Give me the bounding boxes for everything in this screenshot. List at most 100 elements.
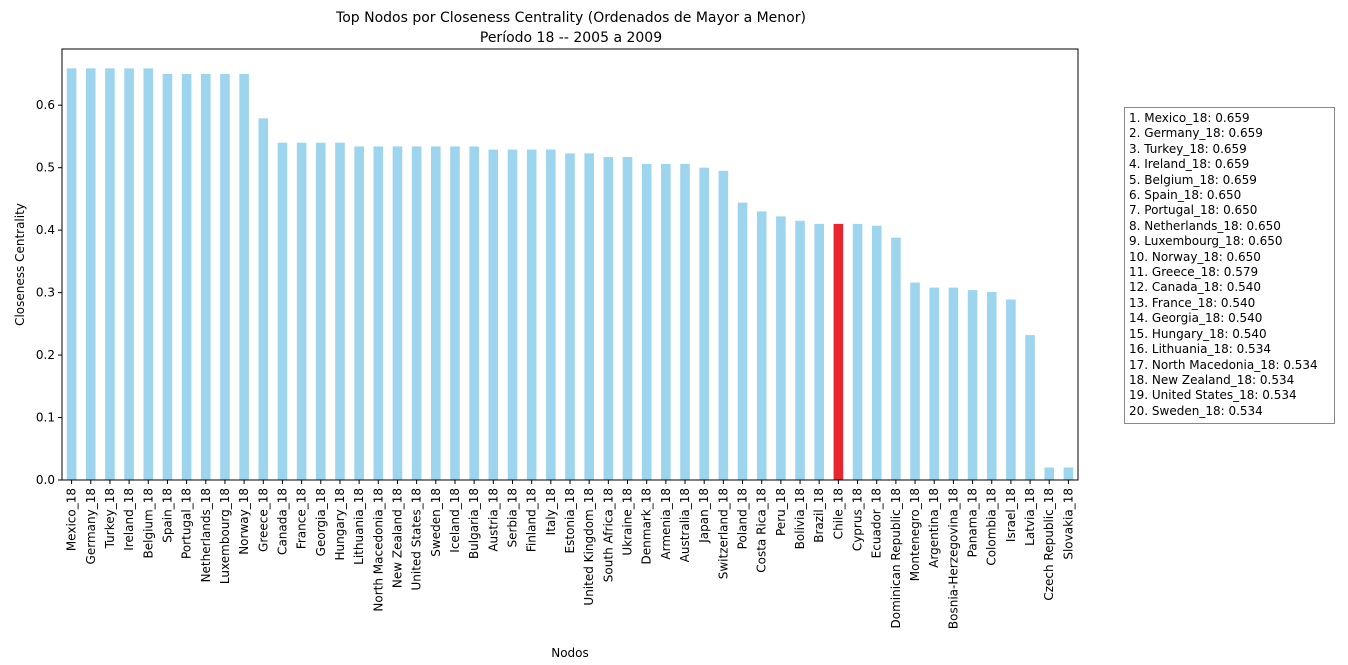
bar [335,142,345,480]
bar [411,146,422,480]
x-tick-label: Estonia_18 [563,488,577,553]
x-tick-label: Georgia_18 [314,488,328,556]
bar [1063,467,1074,480]
bar [891,237,901,480]
bar [105,68,115,480]
legend-entry: 6. Spain_18: 0.650 [1129,188,1242,203]
x-tick-label: Ireland_18 [122,488,136,551]
x-tick-label: North Macedonia_18 [371,488,385,612]
y-axis-label: Closeness Centrality [13,203,27,326]
legend-entry: 2. Germany_18: 0.659 [1129,126,1263,141]
x-tick-label: Luxembourg_18 [218,488,232,584]
bar [431,146,441,480]
bar [641,163,652,480]
x-tick-label: Belgium_18 [141,488,155,558]
bar [1025,335,1035,480]
x-axis-label: Nodos [551,646,589,660]
bar [910,282,920,480]
bar [220,73,230,480]
bar [776,216,786,480]
x-tick-label: Bolivia_18 [793,488,807,549]
bar [967,290,978,480]
x-tick-label: Israel_18 [1004,488,1018,542]
bar [354,146,364,480]
x-tick-label: New Zealand_18 [390,488,404,588]
legend: 1. Mexico_18: 0.659 2. Germany_18: 0.659 3… [1124,107,1335,425]
bar [814,223,824,480]
legend-entry: 7. Portugal_18: 0.650 [1129,203,1258,218]
bar [948,287,959,480]
bar [526,149,537,481]
x-tick-label: Germany_18 [84,488,98,564]
bar [162,73,173,480]
x-tick-label: South Africa_18 [601,488,615,582]
x-tick-label: Turkey_18 [103,488,117,549]
bar [852,223,863,480]
bar [1044,467,1055,480]
bar [718,170,729,480]
bar [546,149,556,481]
bar [200,73,211,480]
legend-entry: 4. Ireland_18: 0.659 [1129,157,1250,172]
y-tick-label: 0.5 [36,161,55,175]
bar [565,153,575,480]
x-tick-label: Austria_18 [486,488,500,552]
bar [756,211,767,480]
bar [986,291,997,480]
bar [469,146,479,480]
legend-entry: 3. Turkey_18: 0.659 [1129,141,1247,156]
x-tick-label: Czech Republic_18 [1042,488,1056,601]
bar [603,157,614,480]
legend-entry: 5. Belgium_18: 0.659 [1129,172,1257,187]
x-axis: Mexico_18 Germany_18 Turkey_18 Ireland_18 Be… [65,480,1075,629]
x-tick-label: United Kingdom_18 [582,488,596,606]
bar [737,202,748,480]
plot-frame [61,48,1079,481]
x-tick-label: Switzerland_18 [716,488,730,579]
x-tick-label: Hungary_18 [333,488,347,561]
bar [277,142,288,480]
legend-entry: 13. France_18: 0.540 [1129,295,1256,310]
legend-entry: 9. Luxembourg_18: 0.650 [1129,234,1283,249]
y-tick-label: 0.6 [36,98,55,112]
bar [373,146,384,480]
x-tick-label: Italy_18 [544,488,558,535]
x-tick-label: Serbia_18 [505,488,519,548]
bar [392,146,403,480]
x-tick-label: Portugal_18 [180,488,194,559]
x-tick-label: Poland_18 [736,488,750,549]
x-tick-label: Costa Rica_18 [755,488,769,573]
legend-entry: 10. Norway_18: 0.650 [1129,249,1261,264]
legend-entry: 16. Lithuania_18: 0.534 [1129,342,1271,357]
x-tick-label: Latvia_18 [1023,488,1037,546]
y-tick-label: 0.3 [36,286,55,300]
x-tick-label: Norway_18 [237,488,251,555]
x-tick-label: United States_18 [410,488,424,591]
x-tick-label: Bosnia-Herzegovina_18 [946,488,960,629]
legend-entry: 17. North Macedonia_18: 0.534 [1129,357,1318,372]
bar [584,153,594,480]
x-tick-label: Australia_18 [678,488,692,562]
legend-entry: 20. Sweden_18: 0.534 [1129,403,1263,418]
bar [66,68,77,480]
bar [507,149,518,481]
y-axis: 0.0 0.1 0.2 0.3 0.4 0.5 0.6 [36,98,62,487]
bar [85,68,96,480]
bar [488,149,499,481]
bar [181,73,192,480]
bar [450,146,460,480]
legend-entry: 19. United States_18: 0.534 [1129,388,1297,403]
legend-entry: 8. Netherlands_18: 0.650 [1129,218,1281,233]
x-tick-label: Ukraine_18 [621,488,635,556]
x-tick-label: Japan_18 [697,488,711,544]
x-tick-label: Finland_18 [525,488,539,552]
x-tick-label: Armenia_18 [659,488,673,560]
bar [239,73,249,480]
bar [661,163,671,480]
legend-entry: 15. Hungary_18: 0.540 [1129,326,1267,341]
y-tick-label: 0.1 [36,411,55,425]
x-tick-label: Slovakia_18 [1061,488,1075,560]
legend-entry: 18. New Zealand_18: 0.534 [1129,372,1295,387]
chart-subtitle: Período 18 -- 2005 a 2009 [480,30,662,46]
